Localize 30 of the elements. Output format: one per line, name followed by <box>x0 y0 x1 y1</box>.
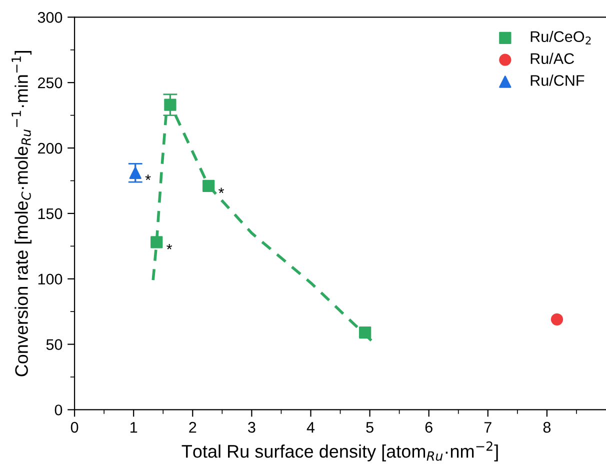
y-tick-label: 0 <box>54 404 62 416</box>
annotation: * <box>166 244 172 250</box>
x-tick-label: 3 <box>248 422 256 433</box>
y-tick-label: 200 <box>38 142 62 154</box>
legend-label: Ru/CeO$_{2}$ <box>530 30 591 44</box>
x-axis-title: Total Ru surface density [atom$_{Ru}$·nm$^{−2}$] <box>182 441 498 462</box>
x-tick-label: 6 <box>425 422 432 433</box>
x-tick-label: 8 <box>543 422 551 433</box>
annotation: * <box>218 188 224 194</box>
x-tick-label: 7 <box>484 422 492 433</box>
point <box>358 326 372 339</box>
x-tick-label: 0 <box>70 422 78 433</box>
y-tick-label: 300 <box>38 12 62 23</box>
x-tick-label: 4 <box>306 422 315 433</box>
point <box>164 98 176 111</box>
point <box>150 236 163 248</box>
legend-label: Ru/AC <box>530 52 574 64</box>
point <box>129 166 142 179</box>
y-tick-label: 150 <box>38 208 62 220</box>
x-tick-label: 5 <box>366 422 374 433</box>
y-tick-label: 100 <box>38 274 62 285</box>
y-axis-title: Conversion rate [mole$_{C}$·mole$_{Ru}$$^{−1}$·min$^{−1}$] <box>12 51 32 376</box>
legend-label: Ru/CNF <box>530 74 584 86</box>
x-tick-label: 1 <box>130 422 138 433</box>
point <box>202 180 215 192</box>
x-tick-label: 2 <box>189 422 196 433</box>
annotation: * <box>145 174 151 180</box>
y-tick-label: 50 <box>46 339 62 350</box>
point <box>550 313 564 326</box>
y-tick-label: 250 <box>38 77 62 88</box>
